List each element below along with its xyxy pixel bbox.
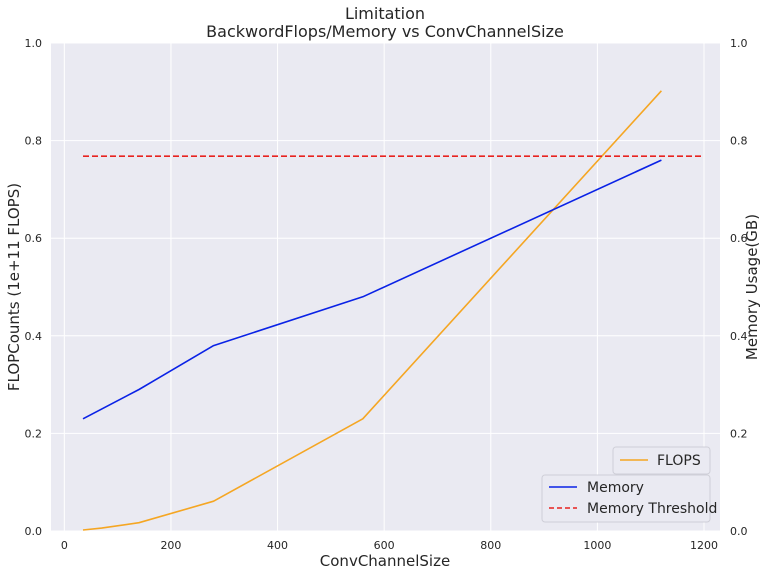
chart-subtitle: BackwordFlops/Memory vs ConvChannelSize xyxy=(206,22,564,41)
x-tick-label: 800 xyxy=(480,539,501,552)
y-tick-label-right: 0.8 xyxy=(730,135,748,148)
y-tick-label-right: 1.0 xyxy=(730,37,748,50)
legend-flops-label: FLOPS xyxy=(657,453,701,469)
y-tick-label-left: 1.0 xyxy=(25,37,43,50)
x-tick-label: 1200 xyxy=(690,539,718,552)
tick-labels: 0 200 400 600 800 1000 1200 0.0 0.0 0.2 0.2 0.4 0.4 0… xyxy=(25,37,748,552)
y-axis-label-left: FLOPCounts (1e+11 FLOPS) xyxy=(5,183,23,391)
x-tick-label: 400 xyxy=(267,539,288,552)
series-lines xyxy=(82,90,704,531)
y-tick-label-right: 0.4 xyxy=(730,330,748,343)
y-tick-label-right: 0.0 xyxy=(730,525,748,538)
y-tick-label-right: 0.2 xyxy=(730,427,748,440)
legend-flops-frame xyxy=(612,446,711,475)
legend-memory: Memory Memory Threshold xyxy=(541,474,717,523)
x-axis-label: ConvChannelSize xyxy=(320,552,450,570)
x-tick-label: 1000 xyxy=(583,539,611,552)
series-line-memory xyxy=(82,159,662,420)
y-tick-label-left: 0.2 xyxy=(25,427,43,440)
y-tick-label-left: 0.0 xyxy=(25,525,43,538)
legend-memory-label: Memory xyxy=(587,480,644,496)
gridlines xyxy=(51,42,720,532)
series-line-flops xyxy=(82,90,662,531)
y-tick-label-left: 0.6 xyxy=(25,232,43,245)
legend-flops: FLOPS xyxy=(612,446,711,475)
x-tick-label: 200 xyxy=(160,539,181,552)
x-tick-label: 0 xyxy=(61,539,68,552)
y-tick-label-right: 0.6 xyxy=(730,232,748,245)
legend-memory-frame xyxy=(541,474,711,523)
legend-memory-threshold-label: Memory Threshold xyxy=(587,501,717,517)
y-tick-label-left: 0.8 xyxy=(25,135,43,148)
y-axis-label-right: Memory Usage(GB) xyxy=(743,214,761,360)
chart-title: Limitation xyxy=(345,4,425,23)
y-tick-label-left: 0.4 xyxy=(25,330,43,343)
x-tick-label: 600 xyxy=(374,539,395,552)
